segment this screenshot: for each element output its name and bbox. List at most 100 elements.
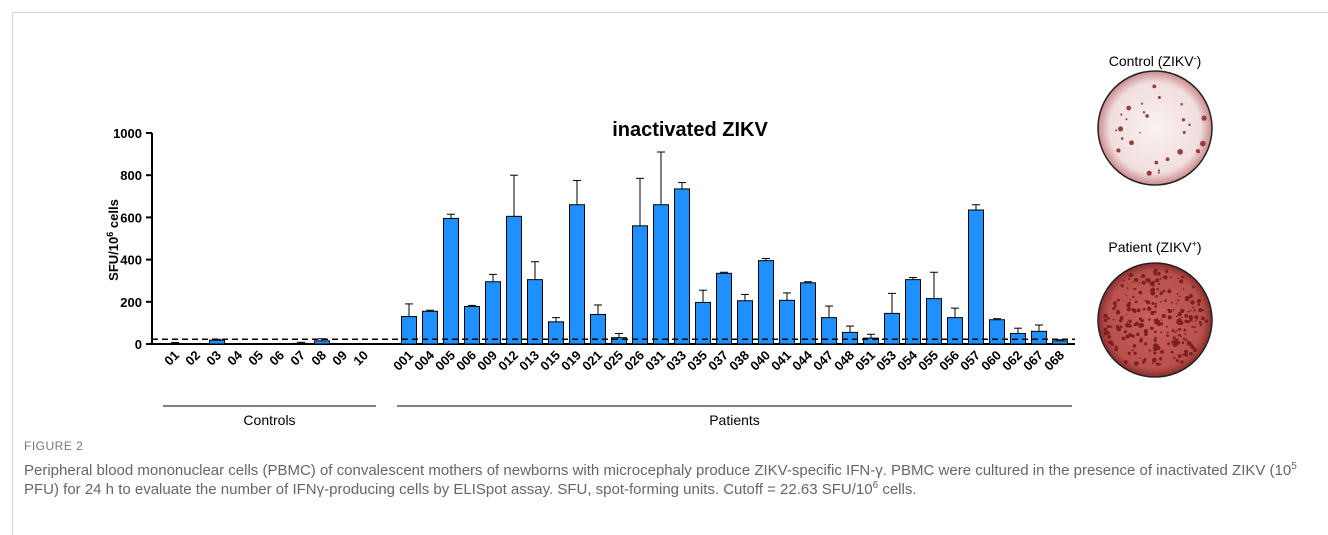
spot [1188, 311, 1190, 313]
spot [1145, 114, 1149, 118]
spot [1138, 291, 1142, 295]
label-text: Patient (ZIKV [1108, 239, 1192, 255]
caption-sup: 5 [1291, 461, 1297, 472]
spot [1180, 103, 1182, 105]
spot [1189, 294, 1193, 298]
spot [1155, 278, 1159, 282]
spot [1153, 351, 1156, 354]
spot [1159, 357, 1162, 360]
spot [1139, 132, 1141, 134]
spot [1153, 347, 1157, 351]
spot [1176, 330, 1178, 332]
spot [1171, 340, 1174, 343]
spot [1127, 287, 1129, 289]
spot [1185, 297, 1189, 301]
spot [1110, 326, 1112, 328]
spot [1176, 316, 1178, 318]
spot [1169, 309, 1173, 313]
group-label: Controls [243, 412, 295, 428]
spot [1190, 300, 1194, 304]
spot [1104, 319, 1108, 323]
y-label-text: SFU/10 [106, 237, 121, 281]
spot [1167, 342, 1170, 345]
spot [1163, 275, 1167, 279]
spot [1139, 357, 1141, 359]
spot [1191, 326, 1193, 328]
chart-title: inactivated ZIKV [612, 119, 768, 141]
bar [549, 322, 564, 344]
y-axis-label: SFU/106 cells [105, 199, 121, 281]
spot [1146, 300, 1150, 304]
spot [1128, 352, 1131, 355]
spot [1116, 325, 1120, 329]
spot [1139, 282, 1141, 284]
spot [1178, 328, 1181, 331]
spot [1173, 309, 1175, 311]
spot [1158, 169, 1160, 171]
spot [1185, 339, 1186, 340]
spot [1172, 329, 1175, 332]
spot [1109, 298, 1110, 299]
spot [1179, 279, 1183, 283]
spot [1144, 342, 1147, 345]
bar [969, 210, 984, 344]
spot [1168, 315, 1172, 319]
spot [1134, 278, 1138, 282]
spot [1159, 291, 1163, 295]
y-tick-label: 600 [120, 210, 142, 225]
spot [1165, 270, 1168, 273]
spot [1107, 317, 1110, 320]
spot [1162, 314, 1166, 318]
spot [1156, 362, 1159, 365]
spot [1114, 304, 1117, 307]
spot [1150, 290, 1151, 291]
x-tick-label: 06 [266, 348, 287, 369]
spot [1129, 140, 1134, 145]
spot [1134, 352, 1137, 355]
spot [1180, 360, 1183, 363]
spot [1150, 311, 1154, 315]
spot [1202, 309, 1204, 311]
spot [1179, 296, 1181, 298]
spot [1183, 329, 1186, 332]
spot [1107, 325, 1110, 328]
spot [1128, 278, 1130, 280]
spot [1193, 348, 1197, 352]
spot [1154, 161, 1158, 165]
spot [1200, 324, 1201, 325]
spot [1143, 308, 1146, 311]
spot [1157, 347, 1160, 350]
spot [1159, 278, 1161, 280]
spot [1136, 333, 1140, 337]
spot [1189, 315, 1194, 320]
bar [315, 341, 330, 344]
group-label: Patients [709, 412, 760, 428]
spot [1135, 300, 1138, 303]
spot [1117, 299, 1120, 302]
spot [1120, 316, 1124, 320]
spot [1188, 124, 1190, 126]
spot [1133, 344, 1137, 348]
spot [1177, 299, 1179, 301]
spot [1187, 320, 1190, 323]
spot [1148, 318, 1150, 320]
bar [822, 318, 837, 344]
spot [1125, 323, 1129, 327]
spot [1201, 116, 1206, 121]
spot [1134, 361, 1139, 366]
spot [1141, 103, 1143, 105]
spot [1184, 314, 1188, 318]
bar [759, 261, 774, 344]
spot [1160, 331, 1162, 333]
bar [528, 280, 543, 344]
spot [1172, 344, 1174, 346]
spot [1198, 308, 1202, 312]
spot [1167, 289, 1171, 293]
y-tick-label: 0 [135, 337, 142, 352]
spot [1167, 332, 1169, 334]
spot [1150, 327, 1152, 329]
spot [1190, 310, 1192, 312]
bar [948, 318, 963, 344]
caption-text: PFU) for 24 h to evaluate the number of … [24, 481, 873, 498]
spot [1181, 276, 1184, 279]
